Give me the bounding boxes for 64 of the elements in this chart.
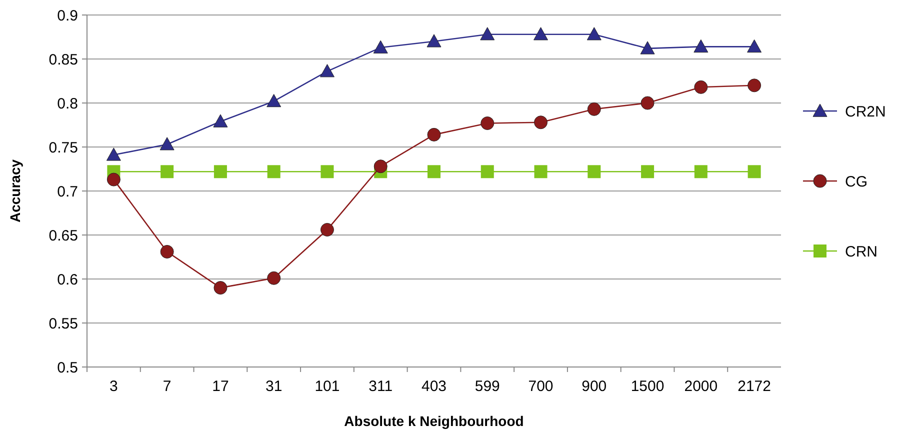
point bbox=[320, 64, 334, 78]
point bbox=[214, 165, 227, 178]
point bbox=[373, 40, 388, 54]
point bbox=[694, 80, 708, 94]
point bbox=[748, 78, 762, 92]
y-tick-label: 0.55 bbox=[48, 315, 78, 332]
point bbox=[641, 165, 654, 178]
point bbox=[320, 222, 334, 236]
point bbox=[160, 137, 174, 150]
point bbox=[480, 116, 494, 130]
y-tick-label: 0.7 bbox=[57, 183, 78, 200]
point bbox=[267, 165, 280, 178]
y-tick-label: 0.5 bbox=[57, 359, 78, 376]
x-tick-label: 31 bbox=[266, 378, 282, 395]
x-tick-label: 700 bbox=[528, 378, 554, 395]
legend-label: CR2N bbox=[845, 103, 886, 120]
point bbox=[586, 27, 602, 40]
x-tick-label: 7 bbox=[162, 378, 172, 395]
x-axis-title: Absolute k Neighbourhood bbox=[344, 413, 524, 429]
point bbox=[534, 165, 548, 178]
x-tick-label: 311 bbox=[368, 378, 393, 395]
y-tick-label: 0.85 bbox=[48, 51, 78, 68]
point bbox=[106, 172, 120, 186]
x-tick-label: 1500 bbox=[630, 378, 664, 395]
point bbox=[266, 94, 282, 108]
point bbox=[640, 41, 655, 54]
point bbox=[694, 39, 708, 53]
point bbox=[374, 160, 388, 174]
point bbox=[213, 114, 228, 128]
point bbox=[267, 271, 281, 285]
x-tick-label: 2172 bbox=[738, 378, 771, 395]
point bbox=[480, 27, 495, 40]
point bbox=[748, 165, 761, 178]
point bbox=[427, 128, 441, 142]
y-tick-label: 0.6 bbox=[57, 271, 78, 288]
x-tick-label: 599 bbox=[474, 378, 500, 395]
x-tick-label: 17 bbox=[212, 378, 229, 395]
point bbox=[640, 96, 654, 110]
point bbox=[214, 281, 228, 295]
legend-label: CG bbox=[845, 173, 868, 190]
y-tick-label: 0.65 bbox=[48, 227, 78, 244]
point bbox=[587, 102, 601, 116]
point bbox=[428, 165, 440, 178]
point bbox=[480, 165, 494, 178]
x-tick-label: 2000 bbox=[684, 378, 718, 395]
y-tick-label: 0.8 bbox=[57, 95, 78, 112]
point bbox=[534, 27, 548, 40]
y-axis-title: Accuracy bbox=[7, 159, 23, 223]
point bbox=[160, 244, 174, 258]
point bbox=[747, 39, 762, 53]
x-tick-label: 101 bbox=[314, 378, 340, 395]
point bbox=[426, 34, 442, 48]
x-tick-label: 3 bbox=[110, 378, 118, 395]
point bbox=[534, 116, 548, 130]
point bbox=[160, 165, 174, 178]
point bbox=[588, 165, 601, 178]
y-tick-label: 0.9 bbox=[57, 7, 78, 24]
point bbox=[106, 148, 121, 161]
y-tick-label: 0.75 bbox=[48, 139, 78, 156]
x-tick-label: 403 bbox=[421, 378, 447, 395]
legend-label: CRN bbox=[845, 243, 878, 260]
point bbox=[320, 165, 334, 178]
x-tick-label: 900 bbox=[582, 378, 607, 395]
point bbox=[694, 165, 708, 178]
